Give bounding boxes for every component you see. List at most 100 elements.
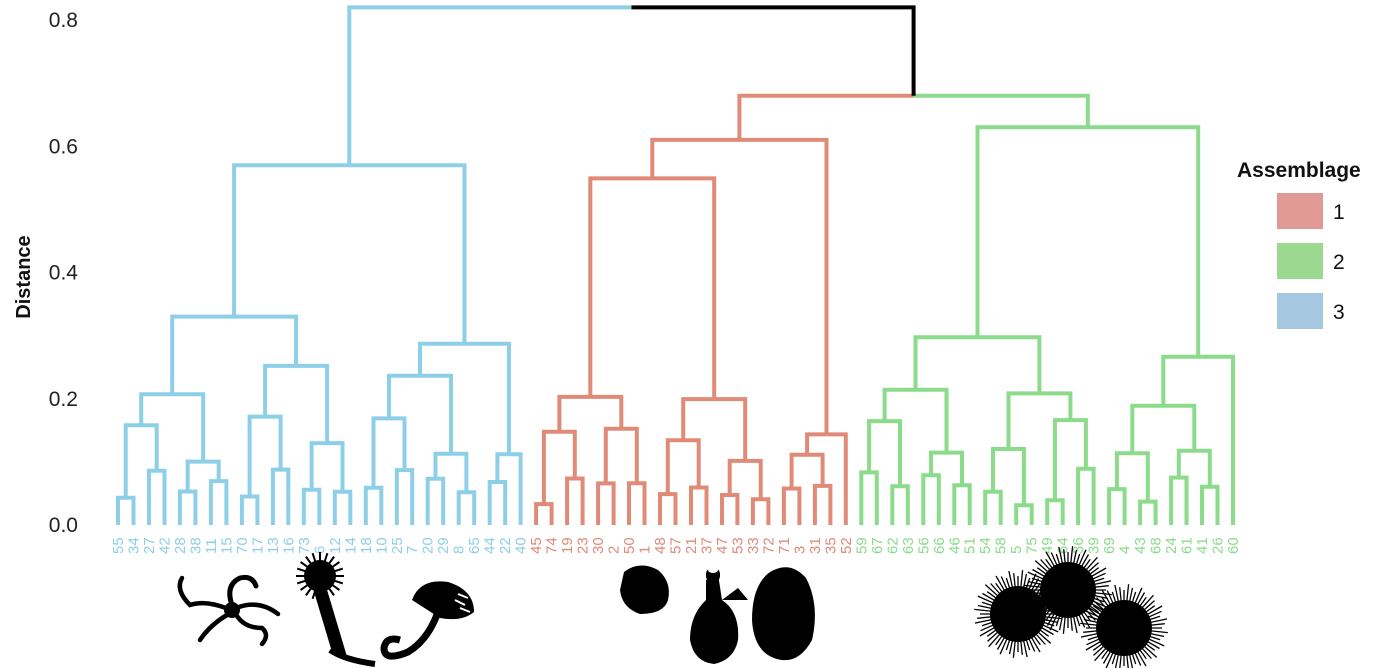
dendrogram-branch <box>433 451 469 493</box>
sponge-icon <box>620 565 669 614</box>
leaf-labels: 5534274228381115701713167361214181025720… <box>110 537 1242 554</box>
leaf-label: 33 <box>745 537 762 554</box>
tube-worm-icon <box>296 552 376 667</box>
leaf-label: 72 <box>760 537 777 554</box>
dendrogram-branch <box>456 490 477 525</box>
dendrogram-branch <box>123 423 159 498</box>
dendrogram-branch <box>557 394 624 432</box>
dendrogram-branch <box>418 341 511 455</box>
dendrogram-branch <box>139 392 206 462</box>
dendrogram-branch <box>1169 475 1189 525</box>
leaf-label: 66 <box>931 537 948 554</box>
leaf-label: 54 <box>977 537 994 554</box>
dendrogram-branch <box>859 470 879 525</box>
dendrogram-branch <box>387 373 453 454</box>
leaf-label: 5 <box>1008 546 1025 554</box>
dendrogram-branch <box>495 452 523 525</box>
dendrogram-branch <box>681 397 748 461</box>
leaf-label: 42 <box>157 537 174 554</box>
leaf-label: 59 <box>853 537 870 554</box>
dendrogram-branch <box>309 441 345 492</box>
leaf-label: 18 <box>358 537 375 554</box>
leaf-label: 1 <box>637 546 654 554</box>
leaf-label: 28 <box>172 537 189 554</box>
dendrogram-branch <box>720 493 740 525</box>
leaf-label: 47 <box>714 537 731 554</box>
y-axis-label: Distance <box>13 235 35 318</box>
dendrogram-branch <box>263 363 330 444</box>
leaf-label: 6 <box>311 546 328 554</box>
dendrogram-branch <box>116 495 136 525</box>
dendrogram-branch <box>991 447 1026 506</box>
dendrogram-branch <box>270 467 291 525</box>
y-tick-label: 0.8 <box>49 9 78 32</box>
leaf-label: 23 <box>575 537 592 554</box>
leaf-label: 45 <box>528 537 545 554</box>
dendrogram-branch <box>1114 451 1150 502</box>
dendrogram-branch <box>890 484 910 525</box>
dendrogram-branch <box>789 452 825 489</box>
dendrogram-tree <box>116 5 1235 525</box>
legend-label: 2 <box>1333 251 1345 274</box>
legend-swatch <box>1277 243 1323 279</box>
dendrogram-branch <box>650 137 829 435</box>
leaf-label: 39 <box>1086 537 1103 554</box>
y-axis: 0.0 0.2 0.4 0.6 0.8 <box>49 9 79 537</box>
leaf-label: 29 <box>435 537 452 554</box>
legend-title: Assemblage <box>1237 159 1361 182</box>
leaf-label: 2 <box>606 546 623 554</box>
dendrogram-branch <box>812 483 833 525</box>
leaf-label: 49 <box>1039 537 1056 554</box>
leaf-label: 63 <box>900 537 917 554</box>
dendrogram-branch <box>596 481 616 525</box>
dendrogram-branch <box>627 481 647 525</box>
dendrogram-branch <box>177 489 198 525</box>
sea-cucumber-icon <box>752 567 815 661</box>
leaf-label: 61 <box>1179 537 1196 554</box>
dendrogram-branch <box>1176 448 1212 487</box>
dendrogram-branch <box>1161 354 1235 525</box>
leaf-label: 68 <box>1148 537 1165 554</box>
leaf-label: 44 <box>482 537 499 554</box>
legend: Assemblage 1 2 3 <box>1237 159 1361 329</box>
dendrogram-branch <box>425 476 446 525</box>
y-tick-label: 0.6 <box>49 135 78 158</box>
leaf-label: 26 <box>1210 537 1227 554</box>
dendrogram-branch <box>347 5 632 166</box>
dendrogram-branch <box>1076 466 1096 525</box>
dendrogram-branch <box>534 502 554 525</box>
leaf-label: 30 <box>590 537 607 554</box>
leaf-label: 70 <box>234 537 251 554</box>
dendrogram-branch <box>1138 499 1158 525</box>
organism-icons <box>177 546 1168 668</box>
leaf-label: 35 <box>822 537 839 554</box>
dendrogram-root-branch <box>631 5 916 96</box>
leaf-label: 43 <box>1132 537 1149 554</box>
leaf-label: 27 <box>141 537 158 554</box>
leaf-label: 51 <box>962 537 979 554</box>
brittle-star-icon <box>177 574 281 647</box>
leaf-label: 17 <box>249 537 266 554</box>
leaf-label: 73 <box>296 537 313 554</box>
dendrogram-branch <box>603 426 639 484</box>
leaf-label: 75 <box>1024 537 1041 554</box>
leaf-label: 57 <box>668 537 685 554</box>
dendrogram-branch <box>394 468 415 525</box>
leaf-label: 25 <box>389 537 406 554</box>
dendrogram-branch <box>170 314 299 395</box>
leaf-label: 40 <box>513 537 530 554</box>
leaf-label: 62 <box>884 537 901 554</box>
y-tick-label: 0.0 <box>49 514 78 537</box>
leaf-label: 50 <box>621 537 638 554</box>
leaf-label: 56 <box>915 537 932 554</box>
dendrogram-branch <box>565 476 585 525</box>
leaf-label: 36 <box>1070 537 1087 554</box>
leaf-label: 8 <box>451 546 468 554</box>
dendrogram-branch <box>929 450 964 486</box>
leaf-label: 74 <box>544 537 561 554</box>
dendrogram-branch <box>1107 487 1127 525</box>
dendrogram-branch <box>1130 403 1197 454</box>
dendrogram-branch <box>689 485 709 525</box>
leaf-label: 19 <box>559 537 576 554</box>
